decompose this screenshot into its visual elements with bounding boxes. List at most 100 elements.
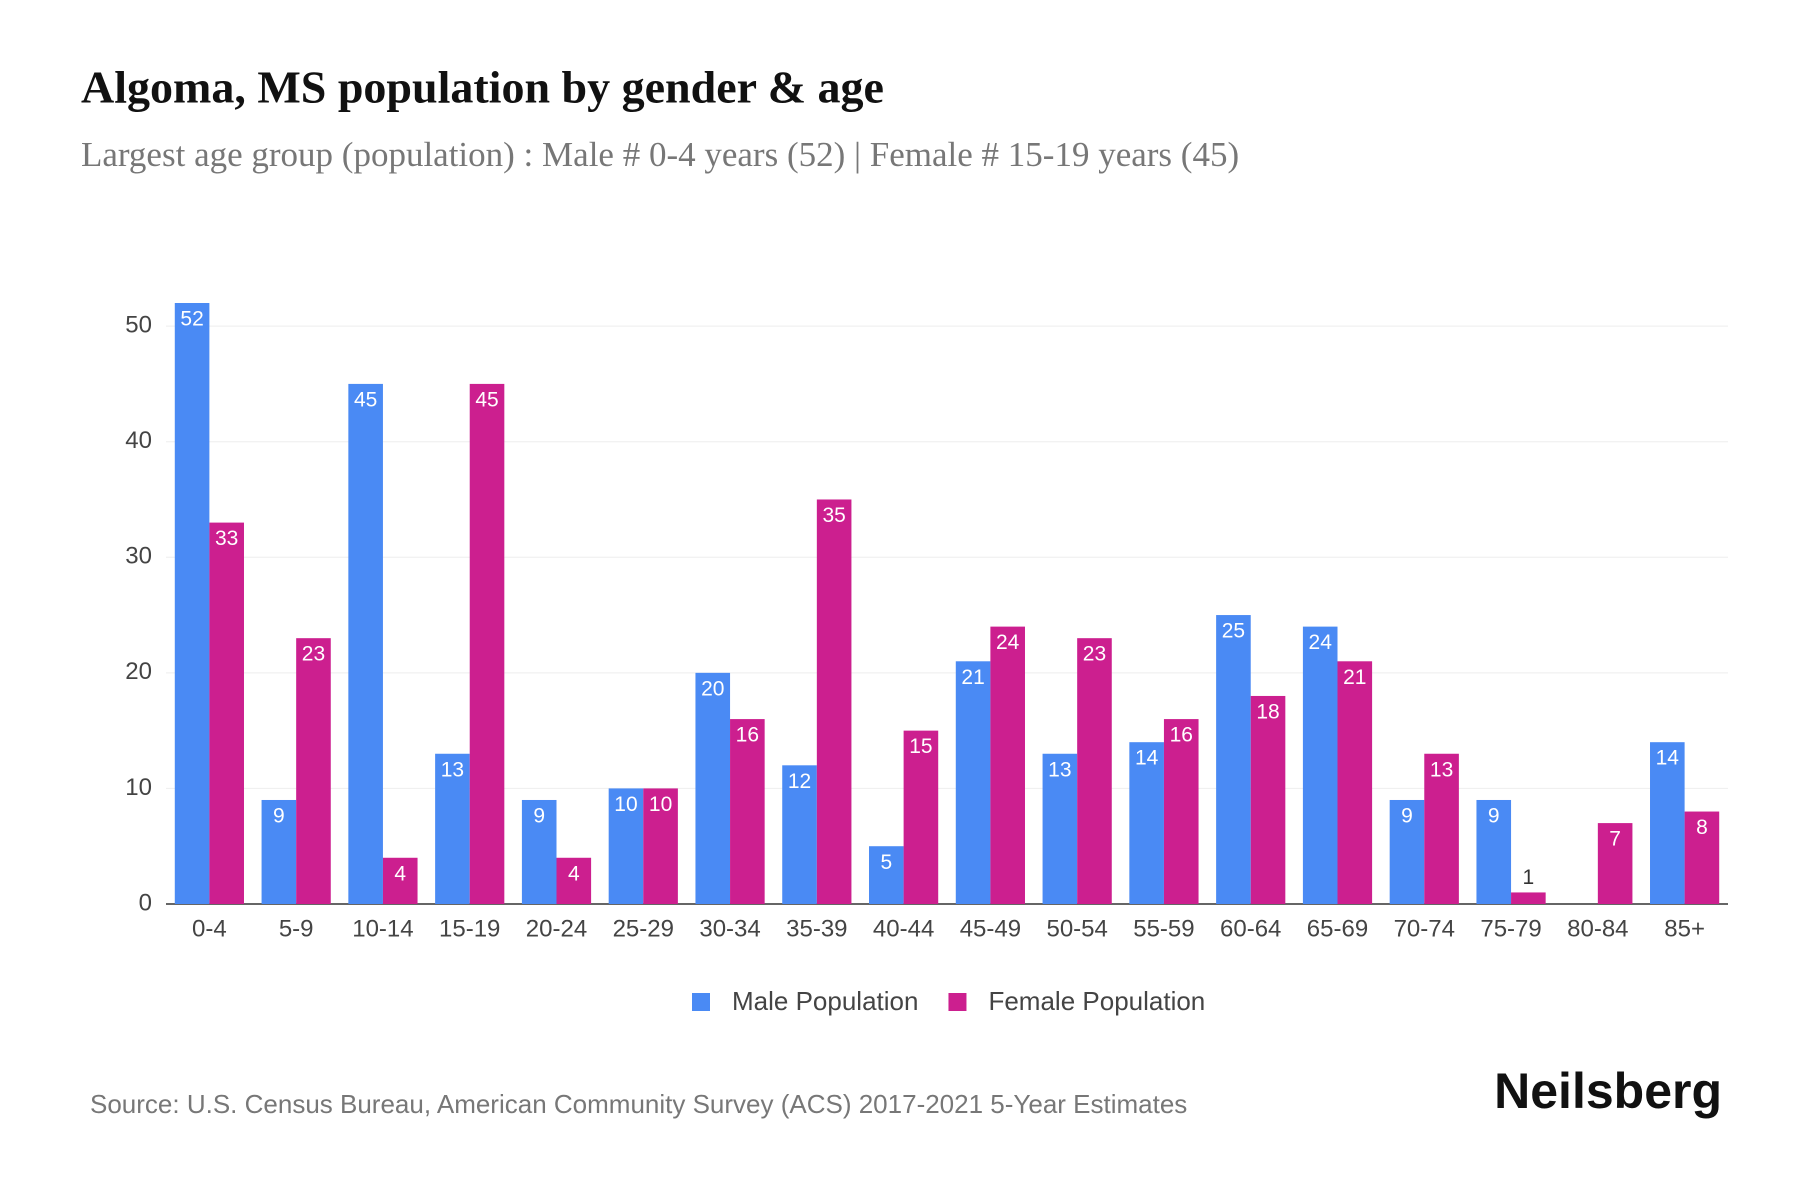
bar (348, 383, 383, 905)
data-label: 23 (302, 643, 325, 666)
data-label: 24 (996, 631, 1020, 654)
y-tick-label: 0 (139, 889, 152, 916)
x-tick-label: 35-39 (786, 915, 847, 942)
legend-label: Female Population (988, 986, 1205, 1016)
data-label: 4 (568, 862, 580, 885)
data-label: 24 (1309, 631, 1333, 654)
data-label: 21 (961, 666, 984, 689)
bar (296, 638, 331, 904)
bar (1042, 753, 1078, 904)
data-label: 20 (701, 677, 724, 700)
data-label: 5 (880, 851, 892, 874)
x-tick-label: 85+ (1664, 915, 1705, 942)
bar (1302, 626, 1338, 904)
y-tick-label: 50 (125, 311, 152, 338)
data-label: 8 (1696, 816, 1708, 839)
bar (556, 857, 592, 904)
bar (1511, 892, 1546, 904)
bar (382, 857, 418, 904)
bar (782, 765, 817, 904)
data-label: 13 (1048, 758, 1071, 781)
bar (1684, 811, 1720, 904)
data-label: 45 (475, 388, 498, 411)
x-tick-label: 45-49 (960, 915, 1021, 942)
bar (174, 303, 210, 904)
bar (1650, 742, 1685, 904)
data-label: 13 (1430, 758, 1453, 781)
legend-swatch (692, 993, 710, 1011)
x-tick-label: 5-9 (279, 915, 314, 942)
bar (1250, 695, 1286, 904)
bar (261, 799, 297, 904)
x-tick-label: 20-24 (526, 915, 587, 942)
x-tick-label: 40-44 (873, 915, 934, 942)
bar (1424, 753, 1459, 904)
data-label: 14 (1656, 747, 1680, 770)
bar (1129, 742, 1164, 904)
bar (1216, 615, 1251, 904)
x-tick-label: 75-79 (1480, 915, 1541, 942)
bar (869, 846, 904, 904)
data-label: 10 (649, 793, 672, 816)
y-tick-label: 40 (125, 427, 152, 454)
data-label: 15 (909, 735, 932, 758)
x-tick-label: 65-69 (1307, 915, 1368, 942)
x-tick-label: 15-19 (439, 915, 500, 942)
bar (1163, 719, 1199, 904)
bar (435, 753, 470, 904)
bar (990, 626, 1025, 904)
y-tick-label: 10 (125, 774, 152, 801)
data-label: 52 (180, 308, 203, 331)
data-label: 7 (1609, 828, 1621, 851)
x-tick-label: 80-84 (1567, 915, 1628, 942)
bar (1597, 823, 1633, 904)
y-tick-label: 30 (125, 543, 152, 570)
bar (643, 788, 678, 904)
x-tick-label: 60-64 (1220, 915, 1281, 942)
bar (608, 788, 644, 904)
legend-label: Male Population (732, 986, 918, 1016)
data-label: 10 (614, 793, 637, 816)
data-label: 18 (1256, 701, 1279, 724)
bar (816, 499, 852, 904)
data-label: 1 (1523, 866, 1535, 889)
data-label: 9 (533, 805, 545, 828)
source-note: Source: U.S. Census Bureau, American Com… (90, 1089, 1187, 1119)
bar (903, 730, 939, 904)
data-label: 4 (394, 862, 406, 885)
bar (730, 719, 765, 904)
x-tick-label: 30-34 (699, 915, 760, 942)
bar (209, 522, 244, 904)
x-tick-label: 10-14 (352, 915, 413, 942)
y-tick-label: 20 (125, 658, 152, 685)
data-label: 16 (736, 724, 759, 747)
brand-logo: Neilsberg (1494, 1063, 1722, 1119)
x-tick-label: 55-59 (1133, 915, 1194, 942)
data-label: 33 (215, 527, 238, 550)
x-tick-label: 0-4 (192, 915, 227, 942)
bar (955, 661, 991, 904)
bar (521, 799, 557, 904)
data-label: 12 (788, 770, 811, 793)
bar (695, 672, 731, 904)
bar (1389, 799, 1425, 904)
x-tick-label: 50-54 (1046, 915, 1107, 942)
data-label: 9 (1488, 805, 1500, 828)
data-label: 9 (1401, 805, 1413, 828)
data-label: 23 (1083, 643, 1106, 666)
bar (1337, 661, 1373, 904)
x-tick-label: 25-29 (613, 915, 674, 942)
bar (469, 383, 505, 905)
bar (1077, 638, 1112, 904)
data-label: 25 (1222, 620, 1245, 643)
data-label: 14 (1135, 747, 1159, 770)
x-tick-label: 70-74 (1394, 915, 1455, 942)
chart-title: Algoma, MS population by gender & age (81, 62, 884, 113)
bar (1476, 799, 1512, 904)
data-label: 35 (822, 504, 845, 527)
chart-subtitle: Largest age group (population) : Male # … (81, 135, 1239, 174)
data-label: 21 (1343, 666, 1366, 689)
data-label: 45 (354, 388, 377, 411)
